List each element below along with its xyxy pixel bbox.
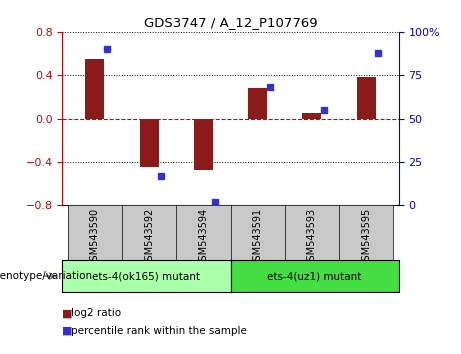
Text: GSM543590: GSM543590 xyxy=(90,208,100,267)
Bar xyxy=(140,119,159,167)
Text: log2 ratio: log2 ratio xyxy=(71,308,122,318)
Bar xyxy=(302,113,321,119)
Bar xyxy=(248,88,267,119)
Title: GDS3747 / A_12_P107769: GDS3747 / A_12_P107769 xyxy=(144,16,317,29)
Text: ■: ■ xyxy=(62,308,73,318)
Bar xyxy=(194,119,213,170)
Text: GSM543592: GSM543592 xyxy=(144,208,154,267)
Text: genotype/variation: genotype/variation xyxy=(0,271,92,281)
Text: GSM543593: GSM543593 xyxy=(307,208,317,267)
Bar xyxy=(357,78,376,119)
Text: GSM543595: GSM543595 xyxy=(361,208,371,267)
Text: GSM543594: GSM543594 xyxy=(198,208,208,267)
Text: ets-4(ok165) mutant: ets-4(ok165) mutant xyxy=(92,271,201,281)
Text: percentile rank within the sample: percentile rank within the sample xyxy=(71,326,248,336)
Bar xyxy=(85,59,104,119)
Text: ets-4(uz1) mutant: ets-4(uz1) mutant xyxy=(267,271,362,281)
Text: GSM543591: GSM543591 xyxy=(253,208,263,267)
Text: ■: ■ xyxy=(62,326,73,336)
